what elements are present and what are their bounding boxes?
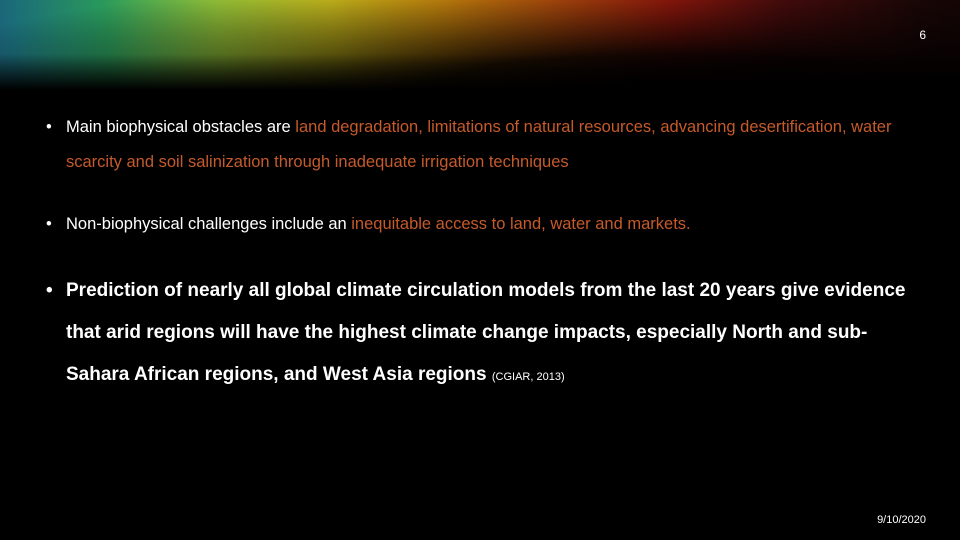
bullet-1-pre: Main biophysical obstacles are (66, 118, 295, 136)
bullet-3-main: Prediction of nearly all global climate … (66, 280, 905, 385)
bullet-list: Main biophysical obstacles are land degr… (40, 110, 920, 395)
bullet-2-pre: Non-biophysical challenges include an (66, 215, 351, 233)
bullet-1: Main biophysical obstacles are land degr… (40, 110, 920, 179)
bullet-3: Prediction of nearly all global climate … (40, 270, 920, 395)
bullet-2-highlight: inequitable access to land, water and ma… (351, 215, 690, 233)
bullet-2: Non-biophysical challenges include an in… (40, 207, 920, 242)
bullet-3-citation: (CGIAR, 2013) (492, 371, 565, 383)
decorative-rainbow-band (0, 0, 960, 90)
slide-content: Main biophysical obstacles are land degr… (40, 110, 920, 423)
page-number: 6 (919, 28, 926, 42)
slide-date: 9/10/2020 (877, 514, 926, 526)
